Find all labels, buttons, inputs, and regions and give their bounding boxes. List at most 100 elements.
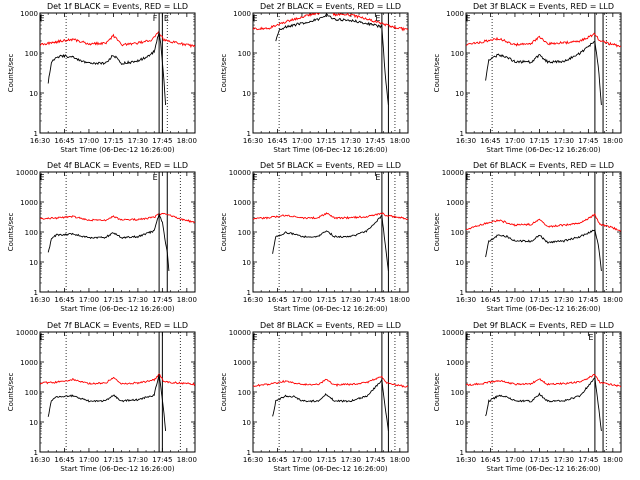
x-tick-label: 17:15 xyxy=(316,137,336,145)
x-tick-label: 16:45 xyxy=(54,456,74,464)
y-tick-label: 10 xyxy=(242,419,251,427)
x-tick-label: 17:15 xyxy=(529,137,549,145)
x-tick-label: 16:30 xyxy=(30,137,50,145)
y-tick-label: 1 xyxy=(247,289,251,297)
panel-title: Det 4f BLACK = Events, RED = LLD xyxy=(47,161,188,170)
y-tick-label: 1 xyxy=(247,449,251,457)
lld-series-line xyxy=(40,212,195,223)
y-tick-label: 1000 xyxy=(20,199,38,207)
y-tick-label: 1 xyxy=(34,130,38,138)
y-tick-label: 1000 xyxy=(446,10,464,18)
x-tick-label: 17:00 xyxy=(505,456,525,464)
marker-label: F xyxy=(153,14,158,23)
y-tick-label: 100 xyxy=(238,229,251,237)
y-tick-label: 10 xyxy=(29,259,38,267)
y-tick-label: 100 xyxy=(451,229,464,237)
x-tick-label: 16:30 xyxy=(243,137,263,145)
panel-det-8f: Det 8f BLACK = Events, RED = LLD 16:30 16:… xyxy=(220,321,410,473)
y-axis-label: Counts/sec xyxy=(433,54,441,93)
panel-title: Det 3f BLACK = Events, RED = LLD xyxy=(473,2,614,11)
marker-label: E xyxy=(252,14,257,23)
y-tick-label: 1000 xyxy=(233,359,251,367)
y-tick-label: 100 xyxy=(238,389,251,397)
y-tick-label: 1000 xyxy=(233,10,251,18)
x-tick-label: 16:45 xyxy=(480,137,500,145)
plot-frame xyxy=(252,12,409,134)
x-tick-label: 17:00 xyxy=(292,456,312,464)
x-axis-label: Start Time (06-Dec-12 16:26:00) xyxy=(486,465,600,473)
panel-det-5f: Det 5f BLACK = Events, RED = LLD 16:30 16:… xyxy=(220,161,410,313)
y-tick-label: 1000 xyxy=(446,359,464,367)
panel-det-2f: Det 2f BLACK = Events, RED = LLD 16:30 16:… xyxy=(220,2,410,154)
marker-label: F xyxy=(253,14,258,23)
y-tick-label: 10000 xyxy=(16,169,38,177)
x-tick-label: 17:30 xyxy=(554,456,574,464)
events-series-line xyxy=(47,374,167,432)
y-tick-label: 1 xyxy=(460,130,464,138)
events-series-line xyxy=(485,228,602,272)
y-tick-label: 10 xyxy=(29,90,38,98)
x-tick-label: 17:15 xyxy=(103,296,123,304)
panel-title: Det 7f BLACK = Events, RED = LLD xyxy=(47,321,188,330)
x-tick-label: 18:00 xyxy=(390,137,410,145)
x-tick-label: 17:45 xyxy=(578,296,598,304)
x-tick-label: 17:30 xyxy=(128,137,148,145)
x-tick-label: 16:30 xyxy=(30,296,50,304)
y-axis-label: Counts/sec xyxy=(433,213,441,252)
x-tick-label: 17:45 xyxy=(365,296,385,304)
marker-label: F xyxy=(40,173,45,182)
y-tick-label: 10 xyxy=(29,419,38,427)
y-tick-label: 100 xyxy=(451,50,464,58)
x-tick-label: 16:45 xyxy=(54,296,74,304)
y-tick-label: 1 xyxy=(34,289,38,297)
x-tick-label: 16:30 xyxy=(456,456,476,464)
marker-label: F xyxy=(466,333,471,342)
x-axis-label: Start Time (06-Dec-12 16:26:00) xyxy=(60,305,174,313)
events-series-line xyxy=(47,31,167,106)
marker-label: E xyxy=(164,14,169,23)
panel-det-1f: Det 1f BLACK = Events, RED = LLD 16:30 16:… xyxy=(7,2,197,154)
y-tick-label: 1000 xyxy=(233,199,251,207)
x-tick-label: 16:30 xyxy=(30,456,50,464)
y-tick-label: 100 xyxy=(25,50,38,58)
x-tick-label: 17:30 xyxy=(128,296,148,304)
y-tick-label: 10000 xyxy=(229,169,251,177)
marker-label: F xyxy=(40,14,45,23)
marker-label: F xyxy=(253,333,258,342)
panel-title: Det 5f BLACK = Events, RED = LLD xyxy=(260,161,401,170)
y-tick-label: 1 xyxy=(460,289,464,297)
panel-det-3f: Det 3f BLACK = Events, RED = LLD 16:30 16:… xyxy=(433,2,623,154)
y-tick-label: 1 xyxy=(34,449,38,457)
x-tick-label: 17:45 xyxy=(152,137,172,145)
plot-frame xyxy=(39,12,196,134)
x-tick-label: 16:30 xyxy=(243,296,263,304)
x-axis-label: Start Time (06-Dec-12 16:26:00) xyxy=(273,146,387,154)
x-tick-label: 17:45 xyxy=(578,456,598,464)
lld-series-line xyxy=(253,375,408,388)
events-series-line xyxy=(485,376,602,432)
marker-label: E xyxy=(39,173,44,182)
x-tick-label: 17:15 xyxy=(316,296,336,304)
y-axis-label: Counts/sec xyxy=(220,54,228,93)
x-tick-label: 16:30 xyxy=(456,296,476,304)
x-axis-label: Start Time (06-Dec-12 16:26:00) xyxy=(273,305,387,313)
panel-det-7f: Det 7f BLACK = Events, RED = LLD 16:30 16:… xyxy=(7,321,197,473)
events-series-line xyxy=(272,377,389,432)
panel-title: Det 9f BLACK = Events, RED = LLD xyxy=(473,321,614,330)
y-tick-label: 100 xyxy=(25,389,38,397)
x-tick-label: 16:45 xyxy=(480,296,500,304)
marker-label: E xyxy=(588,333,593,342)
x-axis-label: Start Time (06-Dec-12 16:26:00) xyxy=(486,146,600,154)
marker-label: E xyxy=(39,333,44,342)
plot-frame xyxy=(465,12,622,134)
y-axis-label: Counts/sec xyxy=(7,213,15,252)
x-tick-label: 17:00 xyxy=(79,137,99,145)
x-tick-label: 16:45 xyxy=(267,456,287,464)
events-series-line xyxy=(275,13,389,106)
x-tick-label: 18:00 xyxy=(603,137,623,145)
x-tick-label: 17:45 xyxy=(365,137,385,145)
x-tick-label: 17:30 xyxy=(128,456,148,464)
y-tick-label: 10 xyxy=(455,259,464,267)
